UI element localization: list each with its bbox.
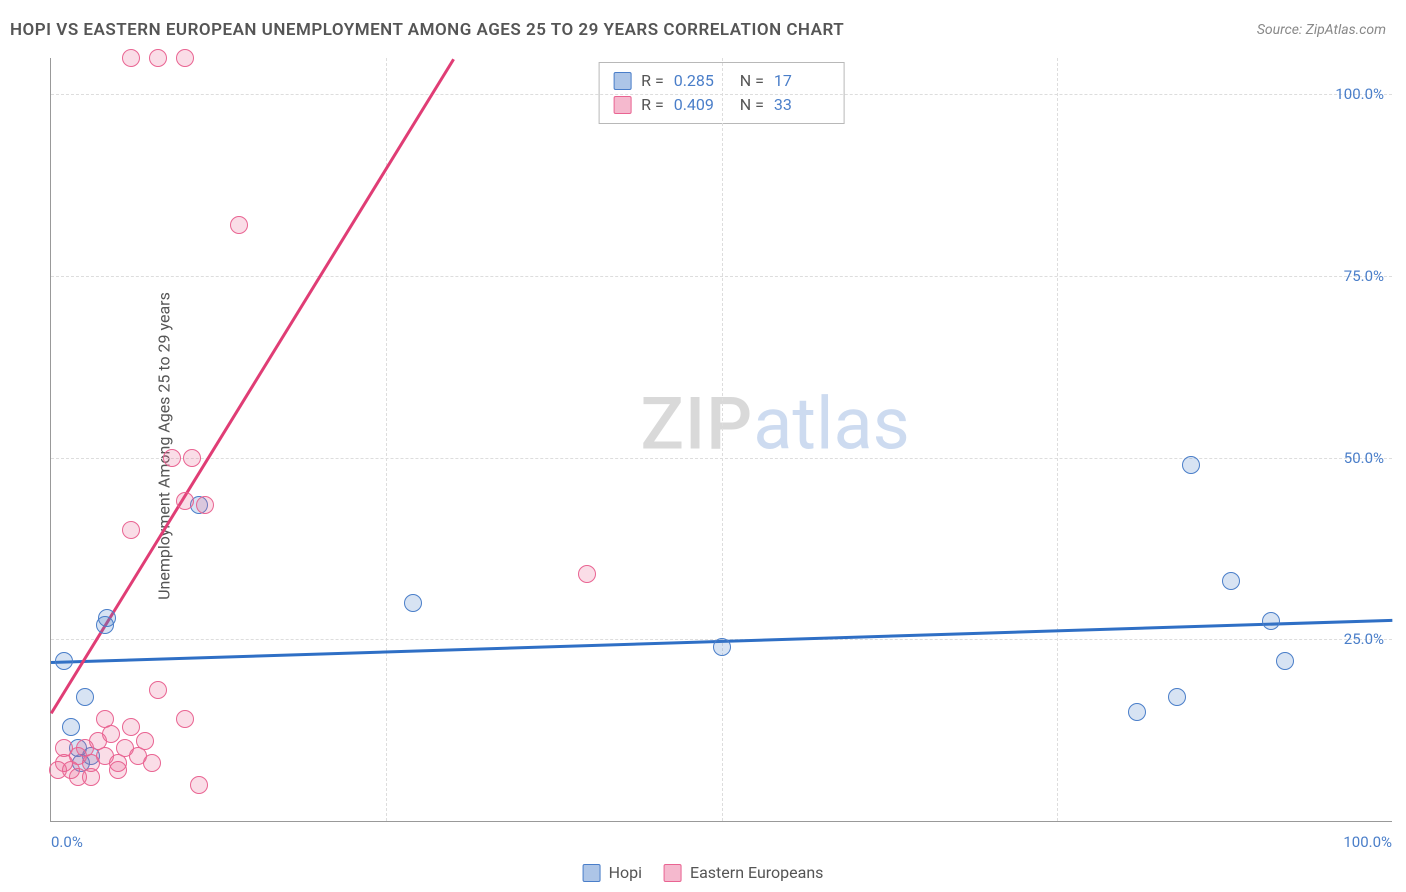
scatter-plot-area: ZIPatlas R = 0.285 N = 17 R = 0.409 N = … (50, 58, 1392, 822)
gridline-vertical (722, 58, 723, 821)
data-point-eastern-europeans (55, 739, 73, 757)
data-point-eastern-europeans (96, 710, 114, 728)
legend-item-eastern-europeans: Eastern Europeans (664, 863, 823, 882)
data-point-hopi (1128, 703, 1146, 721)
data-point-eastern-europeans (176, 49, 194, 67)
gridline-vertical (386, 58, 387, 821)
data-point-eastern-europeans (163, 449, 181, 467)
legend-item-hopi: Hopi (583, 863, 642, 882)
data-point-hopi (1168, 688, 1186, 706)
x-tick-label: 100.0% (1343, 833, 1392, 851)
data-point-eastern-europeans (176, 710, 194, 728)
data-point-eastern-europeans (176, 492, 194, 510)
data-point-hopi (404, 594, 422, 612)
data-point-eastern-europeans (230, 216, 248, 234)
swatch-pink (613, 96, 631, 114)
data-point-hopi (1222, 572, 1240, 590)
data-point-hopi (1182, 456, 1200, 474)
n-label: N = (740, 93, 764, 117)
r-label: R = (641, 69, 664, 93)
data-point-eastern-europeans (149, 681, 167, 699)
watermark: ZIPatlas (640, 382, 909, 467)
watermark-atlas: atlas (753, 382, 910, 467)
gridline-vertical (1057, 58, 1058, 821)
legend-label: Hopi (609, 863, 642, 882)
legend-label: Eastern Europeans (690, 863, 823, 882)
source-label: Source: ZipAtlas.com (1257, 22, 1386, 38)
data-point-eastern-europeans (183, 449, 201, 467)
data-point-hopi (76, 688, 94, 706)
data-point-eastern-europeans (122, 718, 140, 736)
data-point-eastern-europeans (196, 496, 214, 514)
data-point-eastern-europeans (578, 565, 596, 583)
y-tick-label: 75.0% (1344, 267, 1384, 285)
data-point-eastern-europeans (190, 776, 208, 794)
y-tick-label: 25.0% (1344, 630, 1384, 648)
data-point-eastern-europeans (109, 761, 127, 779)
data-point-hopi (62, 718, 80, 736)
watermark-zip: ZIP (640, 382, 753, 467)
n-value: 17 (774, 69, 830, 93)
data-point-hopi (98, 609, 116, 627)
swatch-blue (613, 72, 631, 90)
data-point-hopi (713, 638, 731, 656)
n-value: 33 (774, 93, 830, 117)
data-point-eastern-europeans (136, 732, 154, 750)
swatch-pink (664, 864, 682, 882)
n-label: N = (740, 69, 764, 93)
data-point-hopi (1276, 652, 1294, 670)
data-point-hopi (55, 652, 73, 670)
x-tick-label: 0.0% (51, 833, 83, 851)
data-point-hopi (1262, 612, 1280, 630)
data-point-eastern-europeans (122, 49, 140, 67)
swatch-blue (583, 864, 601, 882)
y-tick-label: 50.0% (1344, 449, 1384, 467)
y-tick-label: 100.0% (1335, 85, 1384, 103)
r-label: R = (641, 93, 664, 117)
data-point-eastern-europeans (143, 754, 161, 772)
data-point-eastern-europeans (122, 521, 140, 539)
data-point-eastern-europeans (149, 49, 167, 67)
series-legend: Hopi Eastern Europeans (583, 863, 824, 882)
chart-title: HOPI VS EASTERN EUROPEAN UNEMPLOYMENT AM… (10, 20, 844, 40)
data-point-eastern-europeans (82, 768, 100, 786)
